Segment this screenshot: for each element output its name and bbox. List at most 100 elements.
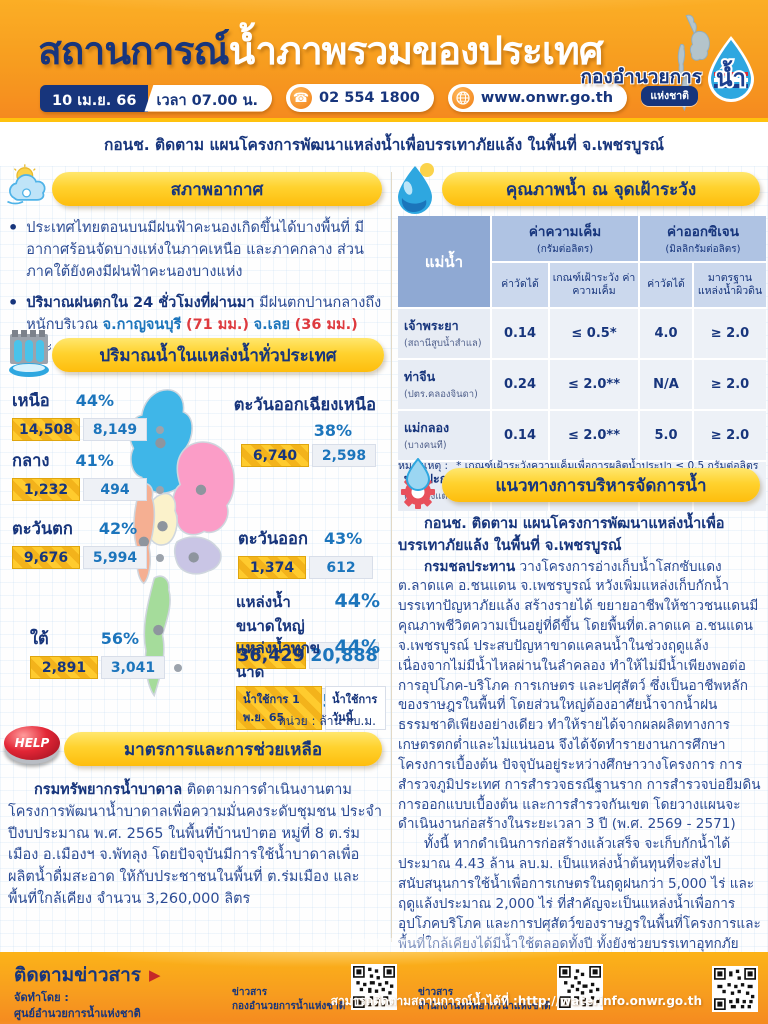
qr1-caption: ข่าวสาร กองอำนวยการน้ำแห่งชาติ bbox=[232, 986, 345, 1014]
river-station: (บางคนที) bbox=[404, 440, 447, 451]
phone-number: 02 554 1800 bbox=[319, 90, 420, 106]
weather-header: สภาพอากาศ bbox=[7, 164, 384, 208]
region-percent: 43% bbox=[323, 529, 363, 548]
arrow-right-icon: ▶ bbox=[149, 966, 161, 984]
logo-text-line2: แห่งชาติ bbox=[641, 86, 698, 106]
region-percent: 56% bbox=[100, 629, 140, 648]
logo-text-line1: กองอำนวยการ bbox=[580, 66, 702, 88]
col-subheader-measured-salinity: ค่าวัดได้ bbox=[492, 263, 548, 307]
river-name: ท่าจีน bbox=[404, 369, 436, 384]
section-measures: HELP มาตรการและการช่วยเหลือ กรมทรัพยากรน… bbox=[4, 726, 384, 911]
river-station: (สถานีสูบน้ำสำแล) bbox=[404, 338, 482, 349]
phone-icon: ☎ bbox=[290, 87, 312, 109]
qr-group-2: ข่าวสาร สำนักงานทรัพยากรน้ำแห่งชาติ bbox=[418, 964, 603, 1014]
region-percent: 42% bbox=[98, 519, 138, 538]
measures-title: มาตรการและการช่วยเหลือ bbox=[123, 739, 323, 760]
weather-title: สภาพอากาศ bbox=[170, 179, 264, 200]
col-header-river: แม่น้ำ bbox=[398, 216, 490, 307]
qr-code-onwr-command bbox=[351, 964, 398, 1010]
region-usable-today: 8,149 bbox=[83, 418, 147, 441]
drop-gear-icon bbox=[401, 458, 435, 509]
water-quality-title: คุณภาพน้ำ ณ จุดเฝ้าระวัง bbox=[505, 179, 697, 200]
header-badges: 10 เม.ย. 66 เวลา 07.00 น. ☎ 02 554 1800 … bbox=[40, 84, 628, 112]
oxygen-standard: ≥ 2.0 bbox=[694, 309, 766, 358]
col-header-salinity-label: ค่าความเค็ม bbox=[528, 224, 602, 240]
qr-code-onwr-office bbox=[556, 964, 603, 1010]
salinity-threshold: ≤ 2.0** bbox=[550, 411, 638, 460]
website-url[interactable]: www.onwr.go.th bbox=[480, 90, 614, 106]
waterinfo-link[interactable]: สามารถติดตามสถานการณ์น้ำได้ที่ :http://w… bbox=[330, 994, 702, 1008]
qr2-caption-line1: ข่าวสาร bbox=[418, 987, 454, 998]
table-row-river: เจ้าพระยา (สถานีสูบน้ำสำแล) bbox=[398, 309, 490, 358]
dam-icon bbox=[9, 330, 49, 377]
rain-province-1: จ.กาญจนบุรี bbox=[102, 317, 182, 333]
col-subheader-threshold: เกณฑ์เฝ้าระวัง ค่าความเค็ม bbox=[550, 263, 638, 307]
region-name: ใต้ bbox=[30, 629, 49, 648]
oxygen-standard: ≥ 2.0 bbox=[694, 360, 766, 409]
region-usable-today: 612 bbox=[309, 556, 373, 579]
unit-note: หน่วย : ล้าน ลบ.ม. bbox=[277, 714, 376, 728]
measures-title-pill: มาตรการและการช่วยเหลือ bbox=[64, 732, 382, 766]
bullet-icon: • bbox=[8, 293, 19, 313]
measures-header: HELP มาตรการและการช่วยเหลือ bbox=[4, 726, 384, 768]
column-divider bbox=[391, 172, 392, 942]
summary-large-sources: แหล่งน้ำขนาดใหญ่ 44% 36,429 20,888 bbox=[236, 590, 380, 669]
thailand-region-map bbox=[128, 389, 235, 698]
oxygen-measured: 4.0 bbox=[640, 309, 692, 358]
follow-news: ติดตามข่าวสาร ▶ bbox=[14, 960, 161, 990]
water-quality-header: คุณภาพน้ำ ณ จุดเฝ้าระวัง bbox=[398, 163, 762, 214]
region-stat-south: ใต้ 56% 2,891 3,041 bbox=[30, 626, 182, 679]
oxygen-standard: ≥ 2.0 bbox=[694, 411, 766, 460]
water-quantity-title-pill: ปริมาณน้ำในแหล่งน้ำทั่วประเทศ bbox=[52, 338, 384, 372]
onwr-logo: กองอำนวยการ แห่งชาติ น้ำ bbox=[580, 14, 760, 114]
help-label: HELP bbox=[14, 736, 50, 750]
river-station: (วัดบางแตน) bbox=[404, 491, 458, 502]
region-usable-start: 2,891 bbox=[30, 656, 98, 679]
connector-dot bbox=[174, 663, 182, 672]
region-percent: 38% bbox=[313, 421, 352, 440]
region-usable-today: 3,041 bbox=[101, 656, 165, 679]
river-name: เจ้าพระยา bbox=[404, 318, 459, 333]
region-name: ตะวันตก bbox=[12, 519, 73, 538]
rain-value-2: (36 มม.) bbox=[294, 317, 358, 333]
rain-24h-lead: ปริมาณฝนตกใน 24 ชั่วโมงที่ผ่านมา bbox=[26, 295, 255, 312]
salinity-measured: 0.14 bbox=[492, 309, 548, 358]
region-usable-start: 9,676 bbox=[12, 546, 80, 569]
cloud-sun-icon bbox=[7, 164, 46, 205]
region-usable-start: 6,740 bbox=[241, 444, 309, 467]
weather-bullet-1-text: ประเทศไทยตอนบนมีฝนฟ้าคะนองเกิดขึ้นได้บาง… bbox=[26, 220, 365, 280]
footer-bar: ติดตามข่าวสาร ▶ จัดทำโดย : ศูนย์อำนวยการ… bbox=[0, 952, 768, 1024]
region-usable-today: 494 bbox=[83, 478, 147, 501]
qr2-caption: ข่าวสาร สำนักงานทรัพยากรน้ำแห่งชาติ bbox=[418, 986, 551, 1014]
page-title: สถานการณ์น้ำภาพรวมของประเทศ bbox=[38, 20, 604, 82]
follow-news-label: ติดตามข่าวสาร bbox=[14, 964, 142, 986]
time-badge: เวลา 07.00 น. bbox=[144, 84, 272, 112]
subtitle-text: กอนช. ติดตาม แผนโครงการพัฒนาแหล่งน้ำเพื่… bbox=[103, 135, 665, 154]
globe-icon bbox=[451, 87, 474, 109]
qr1-caption-line2: กองอำนวยการน้ำแห่งชาติ bbox=[232, 1001, 346, 1012]
col-subheader-measured-oxygen: ค่าวัดได้ bbox=[640, 263, 692, 307]
water-quantity-title: ปริมาณน้ำในแหล่งน้ำทั่วประเทศ bbox=[99, 345, 337, 366]
region-usable-start: 14,508 bbox=[12, 418, 80, 441]
management-p2-lead: กรมชลประทาน bbox=[424, 558, 516, 575]
table-row-river: แม่กลอง (บางคนที) bbox=[398, 411, 490, 460]
page-title-accent: สถานการณ์ bbox=[38, 29, 230, 74]
water-drop-icon bbox=[398, 163, 434, 214]
region-name: เหนือ bbox=[12, 391, 50, 410]
region-percent: 44% bbox=[75, 391, 115, 410]
region-stat-north: เหนือ 44% 14,508 8,149 bbox=[12, 388, 164, 441]
region-name: กลาง bbox=[12, 451, 50, 470]
website-pill[interactable]: www.onwr.go.th bbox=[447, 84, 628, 112]
legend-usable-today: น้ำใช้การวันนี้ bbox=[324, 686, 386, 730]
summary-percent: 44% bbox=[334, 636, 380, 658]
col-header-oxygen-label: ค่าออกซิเจน bbox=[667, 224, 739, 240]
region-usable-today: 2,598 bbox=[312, 444, 376, 467]
region-percent: 41% bbox=[75, 451, 114, 470]
rain-value-1: (71 มม.) bbox=[185, 317, 250, 333]
legend-usable-start: น้ำใช้การ 1 พ.ย. 65 bbox=[236, 686, 322, 730]
col-header-oxygen-unit: (มิลลิกรัมต่อลิตร) bbox=[665, 244, 741, 255]
summary-name: แหล่งน้ำขนาดใหญ่ bbox=[236, 593, 305, 635]
datetime-badge: 10 เม.ย. 66 เวลา 07.00 น. bbox=[40, 84, 272, 112]
measures-text: ติดตามการดำเนินงานตามโครงการพัฒนาน้ำบาดา… bbox=[8, 782, 383, 907]
